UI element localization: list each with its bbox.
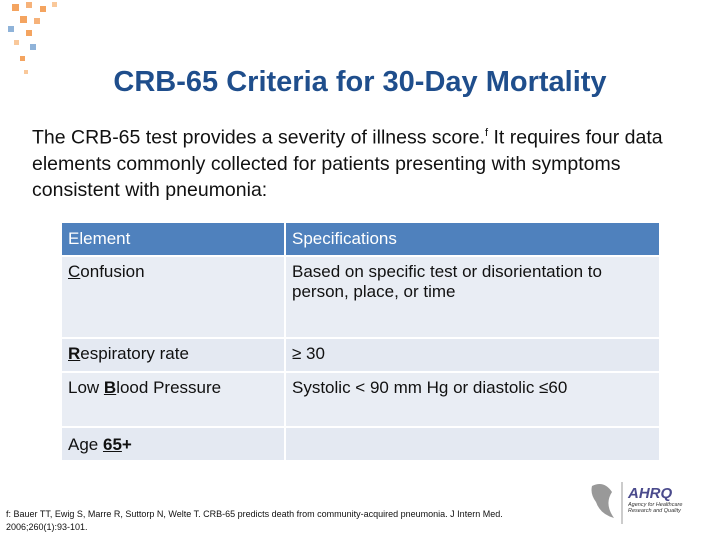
table-row: Age 65+ (60, 426, 661, 462)
footnote: f: Bauer TT, Ewig S, Marre R, Suttorp N,… (6, 509, 503, 532)
intro-before: The CRB-65 test provides a severity of i… (32, 126, 486, 149)
table-row: Low Blood Pressure Systolic < 90 mm Hg or… (60, 371, 661, 428)
intro-text: The CRB-65 test provides a severity of i… (32, 120, 692, 203)
element-key: 65 (102, 435, 122, 454)
element-cell: Confusion (60, 255, 286, 339)
slide-title: CRB-65 Criteria for 30-Day Mortality (113, 66, 607, 98)
spec-cell: Systolic < 90 mm Hg or diastolic ≤60 (284, 371, 661, 428)
element-cell: Respiratory rate (60, 337, 286, 373)
element-cell: Age 65+ (60, 426, 286, 462)
element-after: espiratory rate (80, 344, 189, 363)
intro-after: It requires four data elements commonly … (32, 126, 663, 201)
decor-dots (8, 2, 57, 74)
element-key: R (68, 344, 81, 363)
intro-sup: f (485, 127, 489, 139)
header-row: Element Specifications (60, 221, 661, 257)
spec-cell: Based on specific test or disorientation… (284, 255, 661, 339)
logo-caption: Agency for Healthcare Research and Quali… (628, 502, 683, 514)
table-row: Confusion Based on specific test or disor… (60, 255, 661, 339)
element-before: Low (68, 378, 104, 397)
spec-cell: ≥ 30 (284, 337, 661, 373)
header-cell: Specifications (284, 221, 661, 257)
spec-cell (284, 426, 661, 462)
element-after: + (121, 435, 132, 454)
element-cell: Low Blood Pressure (60, 371, 286, 428)
element-key: B (103, 378, 117, 397)
element-after: onfusion (80, 262, 145, 281)
element-before: Age (68, 435, 103, 454)
table-row: Respiratory rate ≥ 30 (60, 337, 661, 373)
ahrq-logo: AHRQ Agency for Healthcare Research and … (591, 482, 683, 524)
logo-name: AHRQ (627, 485, 672, 502)
element-key: C (68, 262, 81, 281)
logo-mark (591, 484, 614, 518)
element-after: lood Pressure (116, 378, 222, 397)
header-cell: Element (60, 221, 286, 257)
criteria-table: Element Specifications Confusion Based on… (60, 221, 661, 462)
